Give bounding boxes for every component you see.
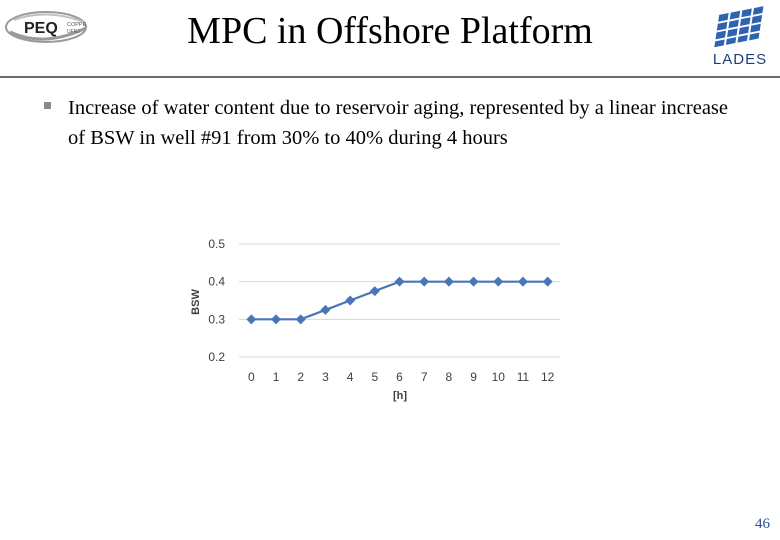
data-point [419,276,430,287]
data-point [517,276,528,287]
data-point [468,276,479,287]
slide-title: MPC in Offshore Platform [187,10,593,52]
data-point [394,276,405,287]
x-tick-label: 10 [492,370,506,384]
data-point [345,295,356,306]
bullet-icon [44,102,51,109]
y-tick-label: 0.4 [208,275,225,289]
peq-logo-text: PEQ [24,20,58,37]
data-point [295,314,306,325]
data-point [320,304,331,315]
x-tick-label: 1 [273,370,280,384]
data-point [246,314,257,325]
x-tick-label: 8 [446,370,453,384]
peq-logo-ufrj: UFRJ [67,29,80,35]
peq-logo: PEQ COPPE UFRJ [5,11,87,43]
data-point [271,314,282,325]
data-point [443,276,454,287]
x-tick-label: 6 [396,370,403,384]
y-axis-label: BSW [190,289,202,315]
x-tick-label: 2 [297,370,304,384]
x-tick-label: 12 [541,370,555,384]
series-line [251,280,548,321]
x-tick-label: 0 [248,370,255,384]
bsw-line-chart: 0.20.30.40.5 0 1 2 3 4 5 6 7 8 9 10 11 12 [h] BSW [190,237,560,402]
bullet-text: Increase of water content due to reservo… [68,97,728,149]
x-tick-label: 7 [421,370,428,384]
peq-logo-coppe: COPPE [67,22,87,28]
chart-y-ticks: 0.2 0.3 0.4 0.5 [208,237,225,364]
chart-x-ticks: 0 1 2 3 4 5 6 7 8 9 10 11 12 [248,370,555,384]
data-point [369,286,380,297]
lades-logo: LADES [713,6,767,68]
y-tick-label: 0.2 [208,350,225,364]
data-point [542,276,553,287]
data-point [493,276,504,287]
chart-markers [246,276,553,325]
y-tick-label: 0.5 [208,237,225,251]
x-tick-label: 3 [322,370,329,384]
title-divider [0,76,780,78]
lades-logo-text: LADES [713,51,767,68]
x-axis-label: [h] [393,390,407,402]
chart-grid [239,243,560,358]
x-tick-label: 4 [347,370,354,384]
page-number: 46 [755,516,770,532]
x-tick-label: 11 [517,370,530,384]
y-tick-label: 0.3 [208,312,225,326]
x-tick-label: 9 [470,370,477,384]
x-tick-label: 5 [371,370,378,384]
